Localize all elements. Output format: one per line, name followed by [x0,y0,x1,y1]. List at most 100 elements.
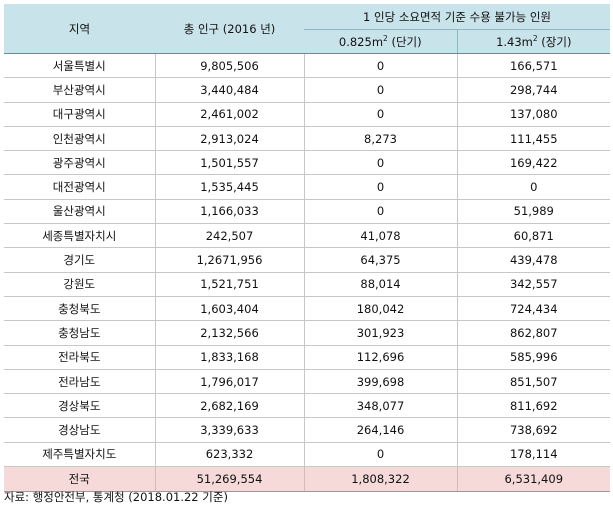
header-long-term: 1.43m2 (장기) [457,29,611,54]
cell-region: 대전광역시 [4,174,156,200]
cell-long-term: 439,478 [457,247,611,273]
cell-long-term: 342,557 [457,272,611,297]
total-short-term: 1,808,322 [304,466,458,493]
cell-short-term: 88,014 [304,272,458,297]
cell-short-term: 264,146 [304,417,458,443]
cell-long-term: 111,455 [457,126,611,152]
table-row: 대구광역시 2,461,002 0 137,080 [4,102,611,127]
cell-population: 1,166,033 [155,199,305,225]
table-footer: 전국 51,269,554 1,808,322 6,531,409 [4,466,611,493]
table-row: 전라북도 1,833,168 112,696 585,996 [4,345,611,370]
header-population: 총 인구 (2016 년) [155,4,304,54]
cell-region: 서울특별시 [4,53,156,79]
evacuation-capacity-table: 지역 총 인구 (2016 년) 1 인당 소요면적 기준 수용 불가능 인원 … [4,4,611,493]
cell-region: 경상북도 [4,393,156,419]
cell-region: 경상남도 [4,417,156,443]
cell-long-term: 169,422 [457,150,611,176]
table-row: 서울특별시 9,805,506 0 166,571 [4,53,611,79]
cell-long-term: 862,807 [457,320,611,346]
cell-long-term: 298,744 [457,77,611,103]
cell-long-term: 166,571 [457,53,611,79]
cell-region: 부산광역시 [4,77,156,103]
cell-region: 전라북도 [4,345,156,370]
cell-population: 2,132,566 [155,320,305,346]
cell-population: 2,461,002 [155,102,305,127]
total-row: 전국 51,269,554 1,808,322 6,531,409 [4,466,611,493]
table-row: 경상북도 2,682,169 348,077 811,692 [4,393,611,419]
cell-short-term: 348,077 [304,393,458,419]
cell-short-term: 0 [304,442,458,468]
cell-population: 1,521,751 [155,272,305,297]
cell-long-term: 851,507 [457,369,611,395]
cell-region: 충청북도 [4,296,156,322]
table-body: 서울특별시 9,805,506 0 166,571 부산광역시 3,440,484 0 298… [4,53,611,468]
table-row: 인천광역시 2,913,024 8,273 111,455 [4,126,611,152]
cell-region: 울산광역시 [4,199,156,225]
cell-short-term: 8,273 [304,126,458,152]
cell-short-term: 0 [304,199,458,225]
table-row: 울산광역시 1,166,033 0 51,989 [4,199,611,225]
cell-population: 623,332 [155,442,305,468]
cell-long-term: 178,114 [457,442,611,468]
cell-population: 1,796,017 [155,369,305,395]
cell-region: 대구광역시 [4,102,156,127]
cell-region: 광주광역시 [4,150,156,176]
cell-population: 1,603,404 [155,296,305,322]
cell-population: 242,507 [155,223,305,249]
cell-long-term: 60,871 [457,223,611,249]
table-row: 광주광역시 1,501,557 0 169,422 [4,150,611,176]
cell-short-term: 112,696 [304,345,458,370]
header-capacity-group: 1 인당 소요면적 기준 수용 불가능 인원 [304,4,611,30]
table-row: 전라남도 1,796,017 399,698 851,507 [4,369,611,395]
header-region: 지역 [4,4,155,54]
table-row: 경상남도 3,339,633 264,146 738,692 [4,417,611,443]
header-short-term: 0.825m2 (단기) [304,29,458,54]
cell-region: 세종특별자치시 [4,223,156,249]
cell-short-term: 0 [304,102,458,127]
table-row: 강원도 1,521,751 88,014 342,557 [4,272,611,297]
cell-short-term: 0 [304,174,458,200]
cell-population: 1,535,445 [155,174,305,200]
cell-region: 강원도 [4,272,156,297]
total-long-term: 6,531,409 [457,466,611,493]
cell-short-term: 180,042 [304,296,458,322]
cell-population: 9,805,506 [155,53,305,79]
table-header: 지역 총 인구 (2016 년) 1 인당 소요면적 기준 수용 불가능 인원 … [4,4,611,54]
cell-population: 2,682,169 [155,393,305,419]
table-row: 세종특별자치시 242,507 41,078 60,871 [4,223,611,249]
table-row: 경기도 1,2671,956 64,375 439,478 [4,247,611,273]
cell-long-term: 811,692 [457,393,611,419]
source-note: 자료: 행정안전부, 통계청 (2018.01.22 기준) [4,490,228,504]
table-row: 부산광역시 3,440,484 0 298,744 [4,77,611,103]
cell-short-term: 0 [304,77,458,103]
total-region: 전국 [4,466,156,493]
cell-region: 인천광역시 [4,126,156,152]
cell-short-term: 399,698 [304,369,458,395]
cell-region: 충청남도 [4,320,156,346]
cell-long-term: 585,996 [457,345,611,370]
cell-region: 제주특별자치도 [4,442,156,468]
cell-population: 2,913,024 [155,126,305,152]
table-row: 제주특별자치도 623,332 0 178,114 [4,442,611,468]
cell-short-term: 41,078 [304,223,458,249]
cell-population: 1,2671,956 [155,247,305,273]
table-row: 대전광역시 1,535,445 0 0 [4,174,611,200]
cell-population: 3,339,633 [155,417,305,443]
cell-population: 1,833,168 [155,345,305,370]
cell-short-term: 64,375 [304,247,458,273]
cell-short-term: 0 [304,53,458,79]
cell-long-term: 51,989 [457,199,611,225]
cell-long-term: 0 [457,174,611,200]
cell-population: 3,440,484 [155,77,305,103]
cell-short-term: 0 [304,150,458,176]
table-row: 충청북도 1,603,404 180,042 724,434 [4,296,611,322]
cell-long-term: 724,434 [457,296,611,322]
table-row: 충청남도 2,132,566 301,923 862,807 [4,320,611,346]
cell-region: 전라남도 [4,369,156,395]
cell-population: 1,501,557 [155,150,305,176]
cell-long-term: 738,692 [457,417,611,443]
cell-short-term: 301,923 [304,320,458,346]
cell-region: 경기도 [4,247,156,273]
cell-long-term: 137,080 [457,102,611,127]
